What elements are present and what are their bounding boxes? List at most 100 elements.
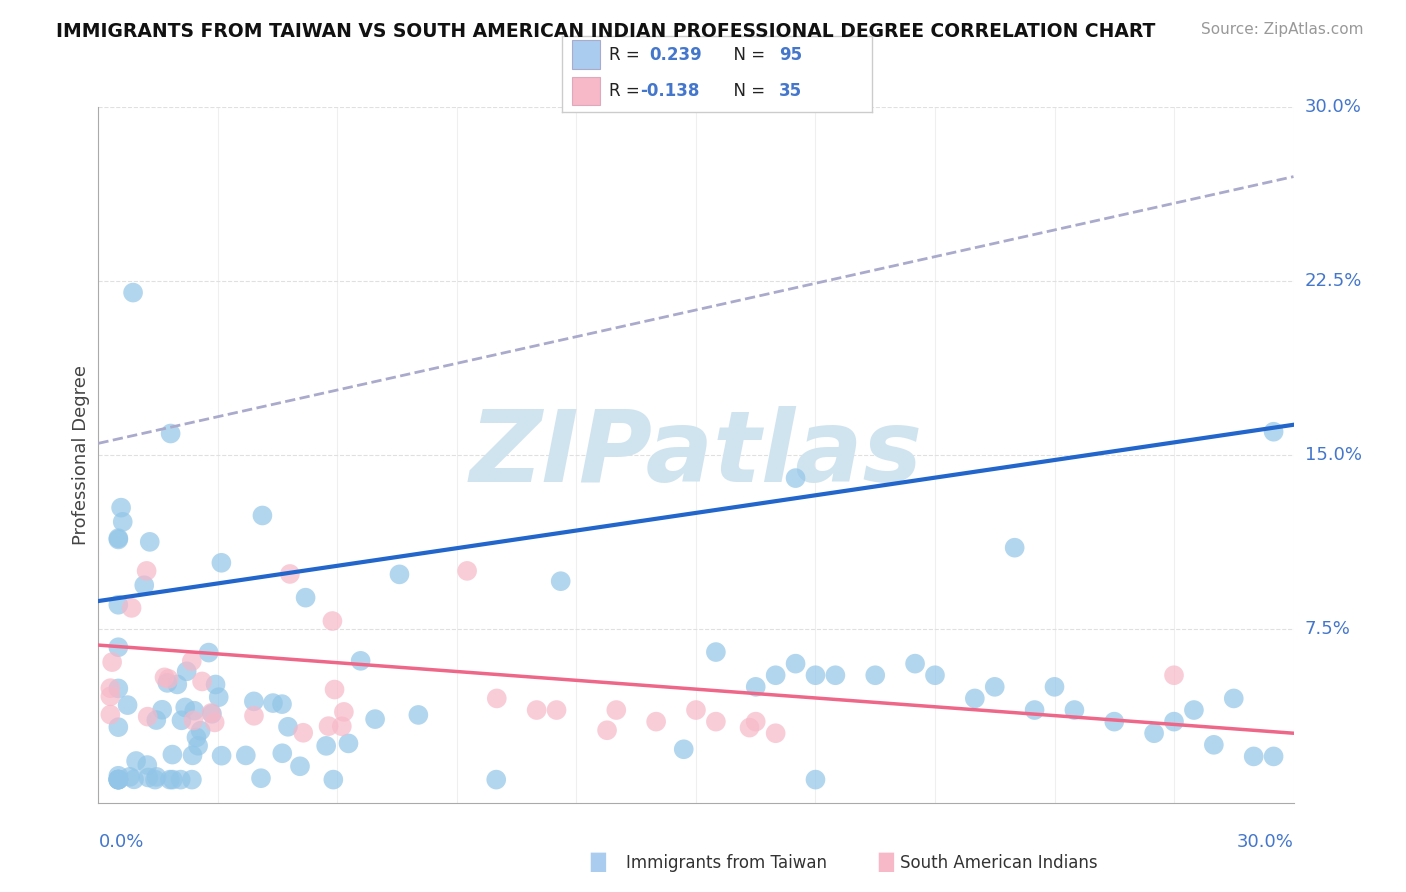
Point — [1024, 703, 1046, 717]
Point — [107, 640, 129, 655]
Point — [485, 691, 508, 706]
Point — [1163, 668, 1185, 682]
Point — [107, 720, 129, 734]
Point — [804, 772, 827, 787]
Point — [596, 723, 619, 738]
Point — [1063, 703, 1085, 717]
Text: N =: N = — [723, 45, 770, 63]
Point — [139, 534, 162, 549]
Point — [863, 668, 886, 682]
Text: South American Indians: South American Indians — [900, 855, 1098, 872]
Point — [704, 645, 727, 659]
Point — [1202, 738, 1225, 752]
Text: 7.5%: 7.5% — [1305, 620, 1351, 638]
Point — [187, 739, 209, 753]
Text: 35: 35 — [779, 82, 801, 100]
Point — [1263, 749, 1285, 764]
Point — [107, 772, 129, 787]
Text: 95: 95 — [779, 45, 801, 63]
Point — [107, 772, 129, 787]
Point — [288, 759, 311, 773]
Point — [183, 704, 205, 718]
Point — [388, 567, 411, 582]
Point — [170, 772, 193, 787]
Point — [162, 747, 184, 762]
Point — [1163, 714, 1185, 729]
Point — [738, 721, 761, 735]
Point — [765, 668, 787, 682]
Point — [134, 578, 156, 592]
Point — [107, 598, 129, 612]
Point — [485, 772, 508, 787]
Point — [804, 668, 827, 682]
Point — [156, 676, 179, 690]
Point — [107, 772, 129, 787]
Point — [1143, 726, 1166, 740]
Point — [159, 772, 181, 787]
Point — [904, 657, 927, 671]
Text: R =: R = — [609, 45, 650, 63]
Text: 15.0%: 15.0% — [1305, 446, 1361, 464]
Point — [745, 714, 768, 729]
Text: 22.5%: 22.5% — [1305, 272, 1362, 290]
Point — [107, 681, 129, 696]
Point — [107, 772, 129, 787]
Point — [122, 285, 145, 300]
Point — [330, 719, 353, 733]
Point — [211, 748, 233, 763]
Text: 30.0%: 30.0% — [1305, 98, 1361, 116]
Text: █: █ — [879, 853, 894, 872]
Point — [107, 531, 129, 545]
Point — [117, 698, 139, 712]
Point — [197, 646, 219, 660]
Point — [110, 500, 132, 515]
Y-axis label: Professional Degree: Professional Degree — [72, 365, 90, 545]
Point — [204, 677, 226, 691]
Point — [136, 758, 159, 772]
Point — [180, 654, 202, 668]
Point — [294, 591, 316, 605]
Text: N =: N = — [723, 82, 770, 100]
Point — [824, 668, 846, 682]
Point — [98, 690, 122, 704]
Text: Immigrants from Taiwan: Immigrants from Taiwan — [626, 855, 827, 872]
Point — [107, 533, 129, 547]
Point — [150, 703, 173, 717]
Point — [107, 772, 129, 787]
Point — [200, 706, 222, 720]
Point — [162, 772, 184, 787]
Point — [252, 508, 274, 523]
Point — [118, 770, 141, 784]
Point — [277, 720, 299, 734]
Point — [1222, 691, 1246, 706]
Point — [159, 426, 181, 441]
Point — [145, 770, 167, 784]
Point — [1004, 541, 1026, 555]
Point — [349, 654, 371, 668]
Point — [550, 574, 572, 589]
Point — [645, 714, 668, 729]
Point — [136, 709, 159, 723]
Point — [1102, 714, 1125, 729]
Point — [98, 707, 122, 722]
Point — [1043, 680, 1066, 694]
Point — [685, 703, 707, 717]
Point — [364, 712, 387, 726]
Point — [271, 746, 294, 760]
Point — [183, 714, 205, 728]
Point — [243, 708, 266, 723]
Point — [546, 703, 568, 717]
Point — [318, 719, 340, 733]
Point — [170, 714, 193, 728]
Point — [204, 715, 226, 730]
Text: 30.0%: 30.0% — [1237, 833, 1294, 851]
Point — [785, 471, 807, 485]
Point — [315, 739, 337, 753]
Point — [121, 600, 143, 615]
Text: 0.239: 0.239 — [650, 45, 702, 63]
Text: ZIPatlas: ZIPatlas — [470, 407, 922, 503]
Point — [1263, 425, 1285, 439]
Point — [209, 556, 232, 570]
Point — [785, 657, 807, 671]
Point — [250, 771, 273, 785]
